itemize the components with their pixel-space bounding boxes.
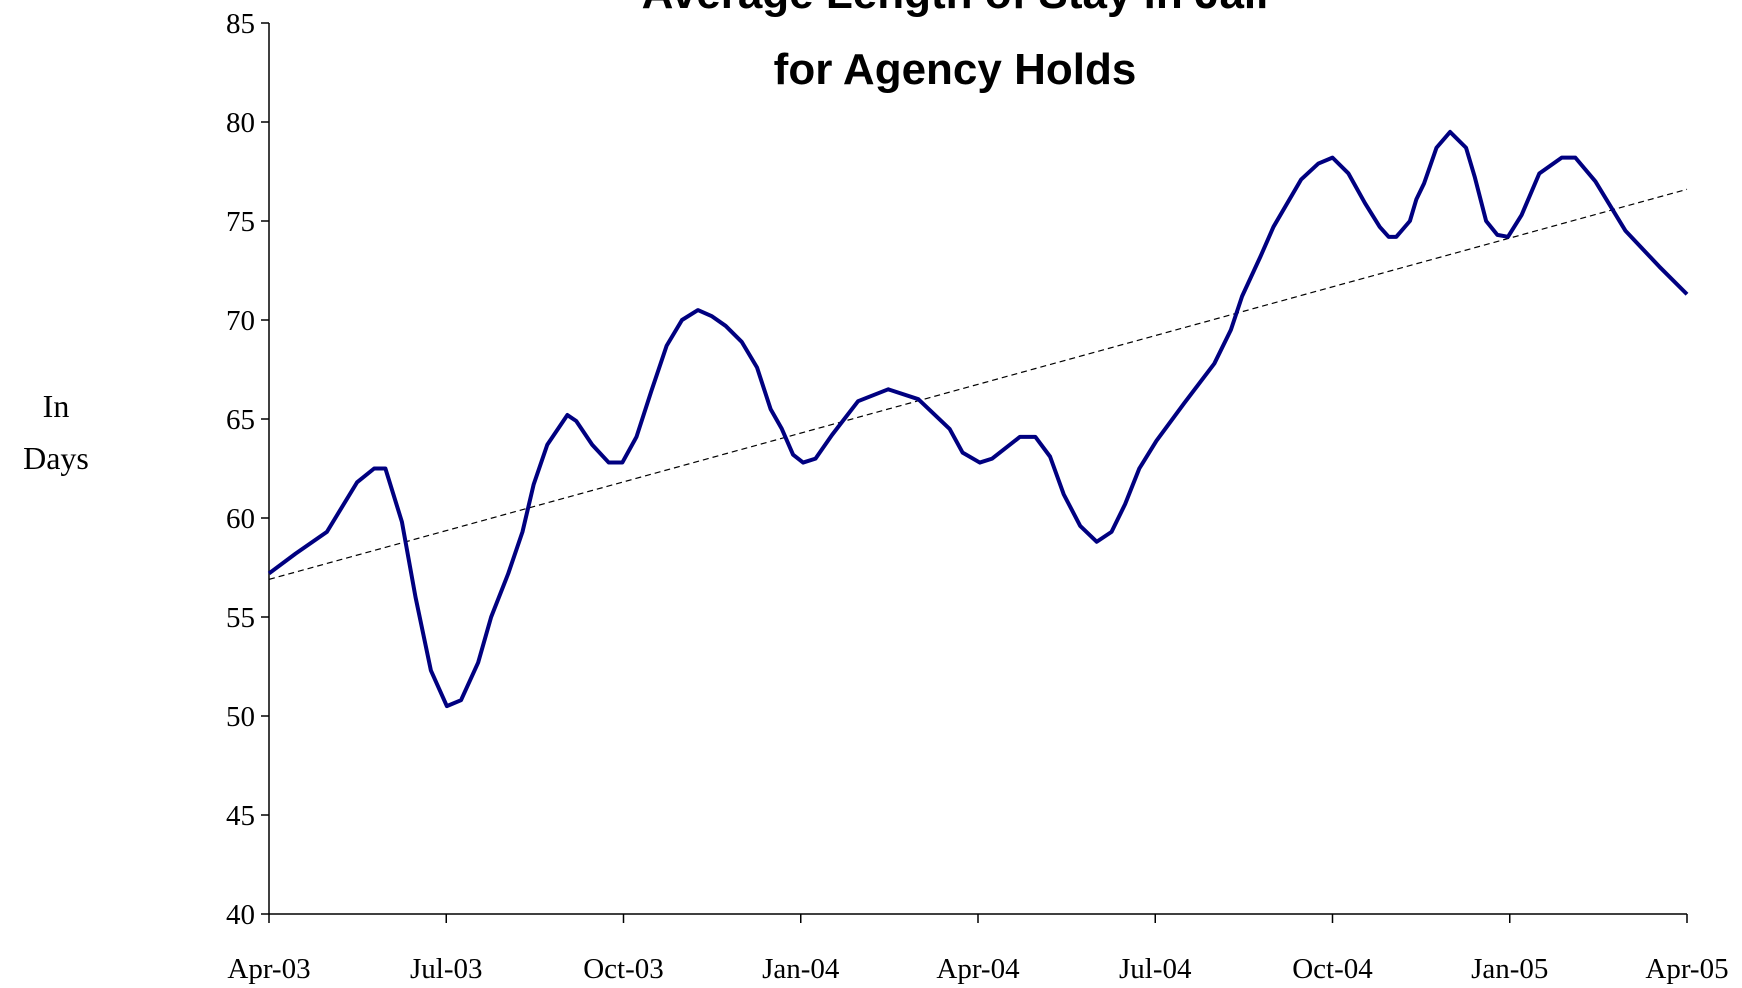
y-tick-label: 45 [226, 800, 255, 832]
x-tick-label: Oct-04 [1292, 953, 1373, 985]
data-line [267, 129, 1689, 709]
y-tick-label: 75 [226, 206, 255, 238]
y-axis-label: In Days [23, 388, 89, 476]
x-tick-label: Apr-05 [1645, 953, 1728, 985]
x-tick-label: Jan-04 [762, 953, 840, 985]
y-tick-label: 50 [226, 701, 255, 733]
y-tick-label: 80 [226, 107, 255, 139]
y-tick-label: 65 [226, 404, 255, 436]
y-tick-label: 85 [226, 8, 255, 40]
x-tick-label: Apr-04 [936, 953, 1020, 985]
y-tick-label: 60 [226, 503, 255, 535]
trend-line [268, 188, 1688, 580]
x-tick-label: Jul-03 [410, 953, 483, 985]
x-tick-label: Apr-03 [227, 953, 310, 985]
y-tick-label: 55 [226, 602, 255, 634]
x-tick-label: Jan-05 [1471, 953, 1548, 985]
y-tick-label: 70 [226, 305, 255, 337]
chart-title: Average Length of Stay in Jail [642, 0, 1269, 18]
chart-title: for Agency Holds [774, 45, 1137, 94]
y-tick-label: 40 [226, 899, 255, 931]
x-tick-label: Jul-04 [1119, 953, 1192, 985]
x-tick-label: Oct-03 [583, 953, 664, 985]
